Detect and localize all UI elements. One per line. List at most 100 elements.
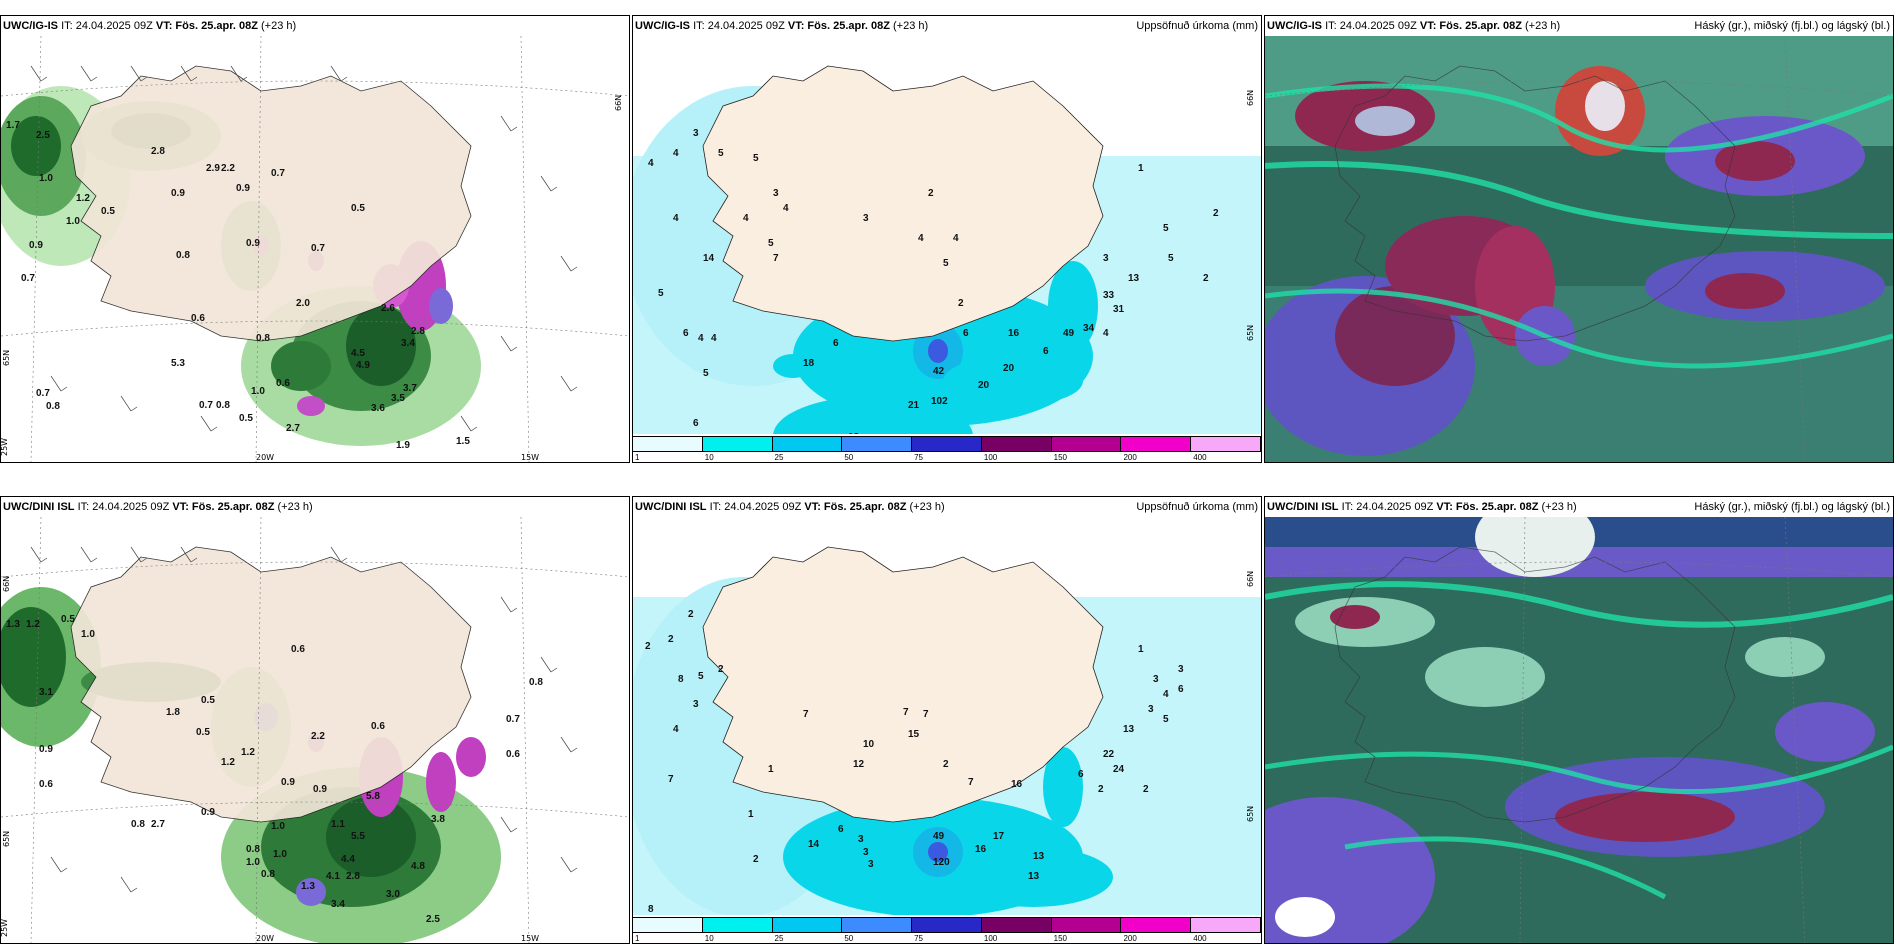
svg-text:4: 4 xyxy=(743,213,749,224)
lon-label: 25W xyxy=(1,438,9,456)
svg-text:14: 14 xyxy=(808,839,820,850)
svg-text:1.3: 1.3 xyxy=(301,881,315,892)
legend-tick-label: 75 xyxy=(914,453,924,462)
svg-text:4.1: 4.1 xyxy=(326,871,340,882)
svg-text:2.0: 2.0 xyxy=(296,298,310,309)
legend-swatch xyxy=(1051,917,1122,933)
legend-tick-label: 50 xyxy=(844,453,854,462)
svg-text:0.7: 0.7 xyxy=(199,400,213,411)
precip-legend: 1 10 25 50 75 100 150 200 400 xyxy=(633,434,1261,462)
model-name: UWC/DINI ISL xyxy=(3,501,75,513)
svg-text:0.8: 0.8 xyxy=(261,869,275,880)
legend-tick-label: 100 xyxy=(983,934,998,943)
init-time: IT: 24.04.2025 09Z xyxy=(61,20,153,32)
legend-swatch xyxy=(1121,917,1192,933)
svg-text:0.6: 0.6 xyxy=(291,644,305,655)
svg-text:1.2: 1.2 xyxy=(76,193,90,204)
svg-text:3.5: 3.5 xyxy=(391,393,405,404)
graticule xyxy=(1,36,629,462)
svg-text:1.0: 1.0 xyxy=(39,173,53,184)
svg-text:2: 2 xyxy=(668,634,674,645)
legend-swatch xyxy=(981,917,1052,933)
legend-swatch xyxy=(633,917,703,933)
svg-text:3.0: 3.0 xyxy=(386,889,400,900)
legend-swatch xyxy=(842,917,913,933)
panel-header: UWC/DINI ISL IT: 24.04.2025 09Z VT: Fös.… xyxy=(1,497,629,517)
svg-text:2: 2 xyxy=(1213,208,1219,219)
svg-text:1.2: 1.2 xyxy=(26,619,40,630)
svg-text:12: 12 xyxy=(853,759,865,770)
legend-swatch xyxy=(772,917,843,933)
svg-text:16: 16 xyxy=(975,844,987,855)
graticule xyxy=(1,517,629,943)
svg-text:2: 2 xyxy=(1143,784,1149,795)
lead-time: (+23 h) xyxy=(277,501,313,513)
svg-text:3.8: 3.8 xyxy=(431,814,445,825)
legend-swatch xyxy=(842,436,913,452)
svg-text:2.8: 2.8 xyxy=(411,326,425,337)
svg-text:6: 6 xyxy=(833,338,839,349)
svg-text:3.7: 3.7 xyxy=(403,383,417,394)
svg-text:3.4: 3.4 xyxy=(401,338,415,349)
value-labels: 3 4 4 5 5 4 5 4 6 4 5 6 14 7 4 3 4 5 6 1… xyxy=(648,128,1219,434)
svg-text:4: 4 xyxy=(648,158,654,169)
svg-text:34: 34 xyxy=(1083,323,1095,334)
svg-text:1.0: 1.0 xyxy=(271,821,285,832)
svg-text:0.7: 0.7 xyxy=(311,243,325,254)
svg-text:7: 7 xyxy=(803,709,809,720)
legend-tick-label: 100 xyxy=(983,453,998,462)
panel-header: UWC/IG-IS IT: 24.04.2025 09Z VT: Fös. 25… xyxy=(633,16,1261,36)
svg-text:1: 1 xyxy=(1138,163,1144,174)
svg-text:2.7: 2.7 xyxy=(286,423,300,434)
svg-text:5.3: 5.3 xyxy=(171,358,185,369)
panel-title: Háský (gr.), miðský (fj.bl.) og lágský (… xyxy=(1694,501,1890,513)
svg-text:0.7: 0.7 xyxy=(271,168,285,179)
svg-text:13: 13 xyxy=(1123,724,1135,735)
svg-text:4: 4 xyxy=(673,724,679,735)
legend-swatch xyxy=(1191,436,1261,452)
svg-text:3: 3 xyxy=(1153,674,1159,685)
lead-time: (+23 h) xyxy=(1541,501,1577,513)
svg-text:0.5: 0.5 xyxy=(101,206,115,217)
svg-text:8: 8 xyxy=(678,674,684,685)
legend-swatch xyxy=(1191,917,1261,933)
precip-legend: 1 10 25 50 75 100 150 200 400 xyxy=(633,915,1261,943)
svg-text:20: 20 xyxy=(1003,363,1015,374)
svg-text:0.8: 0.8 xyxy=(176,250,190,261)
lead-time: (+23 h) xyxy=(893,20,929,32)
svg-text:49: 49 xyxy=(933,831,945,842)
svg-text:0.8: 0.8 xyxy=(131,819,145,830)
svg-text:5: 5 xyxy=(1163,223,1169,234)
model-name: UWC/DINI ISL xyxy=(635,501,707,513)
svg-text:1: 1 xyxy=(768,764,774,775)
svg-text:0.9: 0.9 xyxy=(201,807,215,818)
svg-text:4: 4 xyxy=(1163,689,1169,700)
svg-text:6: 6 xyxy=(683,328,689,339)
svg-text:2.8: 2.8 xyxy=(151,146,165,157)
svg-text:5: 5 xyxy=(1168,253,1174,264)
lat-label: 66N xyxy=(1246,90,1255,106)
svg-text:5.5: 5.5 xyxy=(351,831,365,842)
svg-text:10: 10 xyxy=(863,739,875,750)
init-time: IT: 24.04.2025 09Z xyxy=(77,501,170,513)
value-labels: 1.7 2.5 1.0 0.9 0.7 0.5 0.9 2.9 2.2 2.8 … xyxy=(6,120,470,451)
svg-text:0.5: 0.5 xyxy=(201,695,215,706)
svg-text:16: 16 xyxy=(1008,328,1020,339)
panel-title: Háský (gr.), miðský (fj.bl.) og lágský (… xyxy=(1694,20,1890,32)
svg-text:2: 2 xyxy=(1098,784,1104,795)
svg-text:7: 7 xyxy=(668,774,674,785)
svg-text:6: 6 xyxy=(1043,346,1049,357)
svg-text:1.2: 1.2 xyxy=(221,757,235,768)
cloud-map xyxy=(1265,517,1893,943)
lead-time: (+23 h) xyxy=(1525,20,1561,32)
legend-swatch xyxy=(1121,436,1192,452)
init-time: IT: 24.04.2025 09Z xyxy=(1325,20,1417,32)
svg-text:0.6: 0.6 xyxy=(191,313,205,324)
init-time: IT: 24.04.2025 09Z xyxy=(709,501,802,513)
legend-tick-label: 200 xyxy=(1123,934,1137,943)
svg-text:0.5: 0.5 xyxy=(351,203,365,214)
svg-text:1.8: 1.8 xyxy=(166,707,180,718)
svg-text:1.0: 1.0 xyxy=(81,629,95,640)
svg-text:0.9: 0.9 xyxy=(39,744,53,755)
svg-text:2: 2 xyxy=(1203,273,1209,284)
